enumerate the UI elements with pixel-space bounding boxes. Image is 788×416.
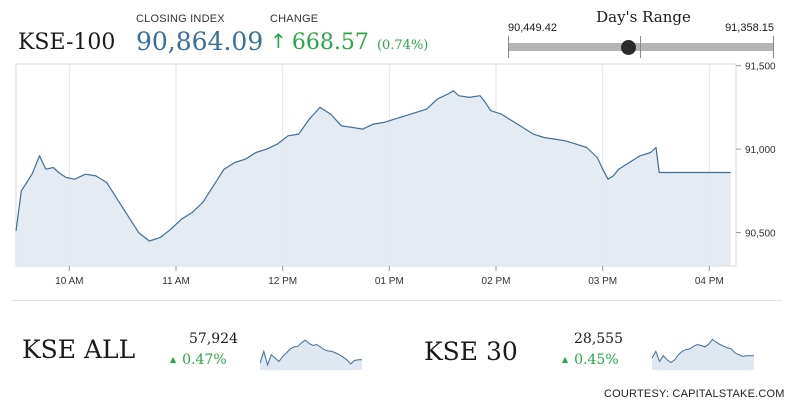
kse-all-value: 57,924	[189, 331, 238, 347]
kse100-intraday-chart: 10 AM 11 AM 12 PM 01 PM 02 PM 03 PM 04 PM 91,50…	[15, 62, 776, 287]
days-range-tick-mid	[640, 36, 641, 58]
days-range-high: 91,358.15	[725, 22, 774, 34]
days-range-low: 90,449.42	[508, 22, 557, 34]
change-label: CHANGE	[270, 13, 319, 25]
kse-all-sparkline	[260, 339, 362, 370]
kse30-change: ▲ 0.45%	[562, 352, 619, 368]
change-percent: (0.74%)	[376, 38, 429, 53]
courtesy-credit: COURTESY: CAPITALSTAKE.COM	[604, 388, 785, 400]
kse30-sparkline	[652, 338, 754, 370]
x-tick-label: 03 PM	[588, 276, 617, 287]
sparkline-line	[652, 338, 754, 364]
days-range-title: Day's Range	[596, 8, 691, 26]
kse30-change-value: 0.45%	[574, 352, 619, 368]
kse-all-name: KSE ALL	[22, 335, 136, 364]
kse100-line	[15, 90, 731, 242]
x-tick-label: 11 AM	[162, 276, 190, 287]
sparkline-area	[260, 340, 362, 370]
x-tick-label: 12 PM	[268, 276, 297, 287]
up-triangle-icon: ▲	[170, 355, 177, 364]
days-range-marker	[621, 40, 637, 55]
x-tick-label: 10 AM	[55, 276, 83, 287]
closing-index-label: CLOSING INDEX	[136, 13, 225, 25]
closing-index-value: 90,864.09	[136, 27, 264, 56]
y-tick-label: 91,000	[745, 145, 776, 156]
x-tick-label: 02 PM	[482, 276, 511, 287]
up-arrow-icon: ↑	[270, 29, 287, 53]
change-row: ↑ 668.57 (0.74%)	[270, 29, 428, 55]
y-tick-label: 91,500	[745, 62, 776, 73]
y-tick-label: 90,500	[745, 229, 776, 240]
kse-all-change-value: 0.47%	[182, 352, 227, 368]
days-range-tick-low	[508, 36, 509, 58]
sparkline-area	[652, 339, 754, 370]
sparkline-line	[260, 339, 362, 367]
up-triangle-icon: ▲	[562, 355, 569, 364]
kse100-area	[16, 90, 731, 266]
divider	[12, 300, 782, 301]
days-range-tick-high	[773, 36, 774, 58]
x-tick-label: 04 PM	[695, 276, 724, 287]
kse30-name: KSE 30	[424, 337, 518, 366]
x-tick-label: 01 PM	[375, 276, 404, 287]
kse-all-change: ▲ 0.47%	[170, 352, 227, 368]
kse30-value: 28,555	[574, 331, 623, 347]
index-name: KSE-100	[18, 30, 116, 55]
change-value: 668.57	[291, 30, 369, 55]
